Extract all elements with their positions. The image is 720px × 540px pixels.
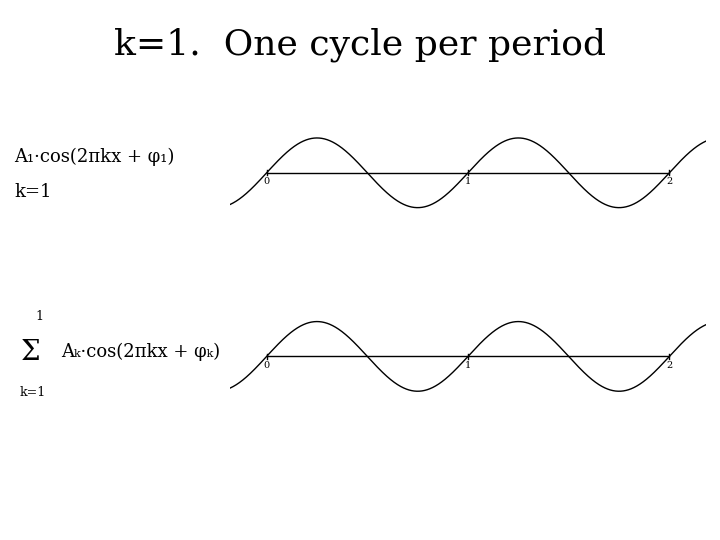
Text: 2: 2	[666, 361, 672, 369]
Text: Σ: Σ	[20, 339, 40, 366]
Text: 2: 2	[666, 177, 672, 186]
Text: 1: 1	[465, 361, 471, 369]
Text: 1: 1	[35, 310, 44, 323]
Text: 1: 1	[465, 177, 471, 186]
Text: k=1: k=1	[14, 183, 52, 201]
Text: 0: 0	[264, 361, 270, 369]
Text: k=1.  One cycle per period: k=1. One cycle per period	[114, 27, 606, 62]
Text: Aₖ·cos(2πkx + φₖ): Aₖ·cos(2πkx + φₖ)	[61, 343, 220, 361]
Text: k=1: k=1	[19, 386, 45, 399]
Text: A₁·cos(2πkx + φ₁): A₁·cos(2πkx + φ₁)	[14, 147, 175, 166]
Text: 0: 0	[264, 177, 270, 186]
